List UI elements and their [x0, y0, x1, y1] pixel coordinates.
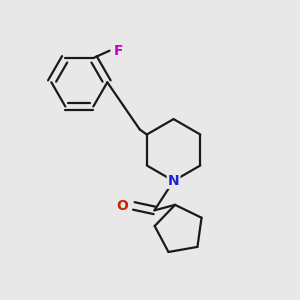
Text: N: N: [168, 174, 179, 188]
Text: F: F: [113, 44, 123, 58]
Text: O: O: [117, 199, 128, 213]
